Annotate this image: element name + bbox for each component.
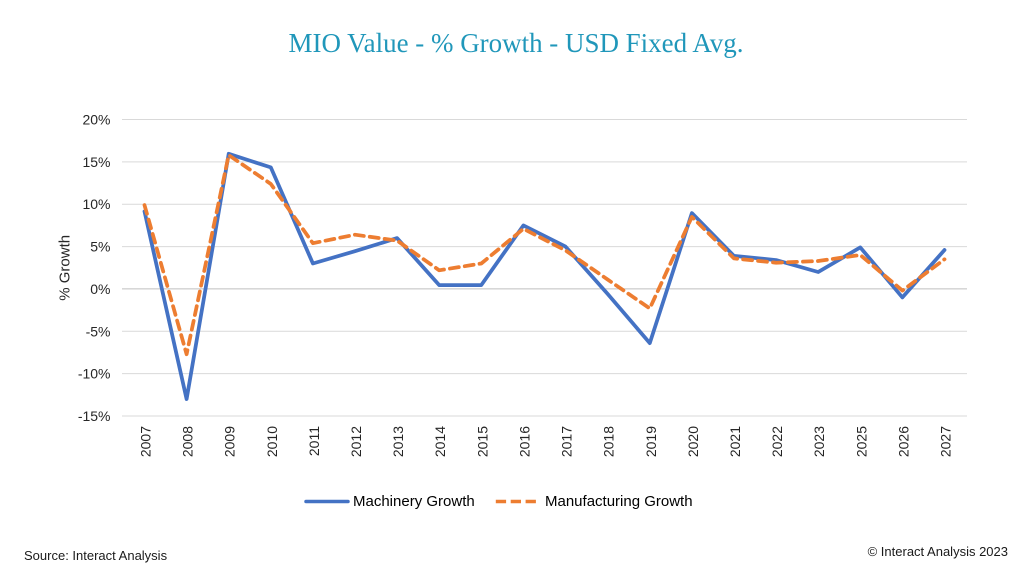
svg-text:Manufacturing Growth: Manufacturing Growth xyxy=(545,493,693,510)
svg-text:© Interact Analysis 2023: © Interact Analysis 2023 xyxy=(868,544,1008,559)
svg-text:% Growth: % Growth xyxy=(57,235,74,301)
svg-text:2025: 2025 xyxy=(853,426,869,457)
svg-text:2018: 2018 xyxy=(601,426,617,457)
svg-text:2007: 2007 xyxy=(138,426,154,457)
svg-text:2013: 2013 xyxy=(390,426,406,457)
svg-text:2019: 2019 xyxy=(643,426,659,457)
svg-text:2016: 2016 xyxy=(516,426,532,457)
svg-text:2012: 2012 xyxy=(348,426,364,457)
svg-text:2022: 2022 xyxy=(769,426,785,457)
svg-text:2026: 2026 xyxy=(895,426,911,457)
svg-text:5%: 5% xyxy=(90,239,110,255)
svg-text:10%: 10% xyxy=(82,196,110,212)
svg-text:MIO Value - % Growth - USD Fix: MIO Value - % Growth - USD Fixed Avg. xyxy=(289,28,744,58)
svg-text:Source: Interact Analysis: Source: Interact Analysis xyxy=(24,548,168,563)
svg-text:2020: 2020 xyxy=(685,426,701,457)
svg-text:20%: 20% xyxy=(82,112,110,128)
svg-text:2008: 2008 xyxy=(180,426,196,457)
svg-text:2009: 2009 xyxy=(222,426,238,457)
svg-text:2014: 2014 xyxy=(432,426,448,457)
svg-text:2021: 2021 xyxy=(727,426,743,457)
svg-text:2023: 2023 xyxy=(811,426,827,457)
svg-text:0%: 0% xyxy=(90,281,110,297)
svg-text:2017: 2017 xyxy=(559,426,575,457)
svg-text:-15%: -15% xyxy=(78,408,111,424)
svg-text:15%: 15% xyxy=(82,154,110,170)
svg-text:2015: 2015 xyxy=(474,426,490,457)
svg-text:-10%: -10% xyxy=(78,366,111,382)
svg-text:2011: 2011 xyxy=(306,426,322,456)
svg-text:2027: 2027 xyxy=(938,426,954,457)
svg-text:2010: 2010 xyxy=(264,426,280,457)
svg-text:Machinery Growth: Machinery Growth xyxy=(353,493,475,510)
svg-text:-5%: -5% xyxy=(86,323,111,339)
